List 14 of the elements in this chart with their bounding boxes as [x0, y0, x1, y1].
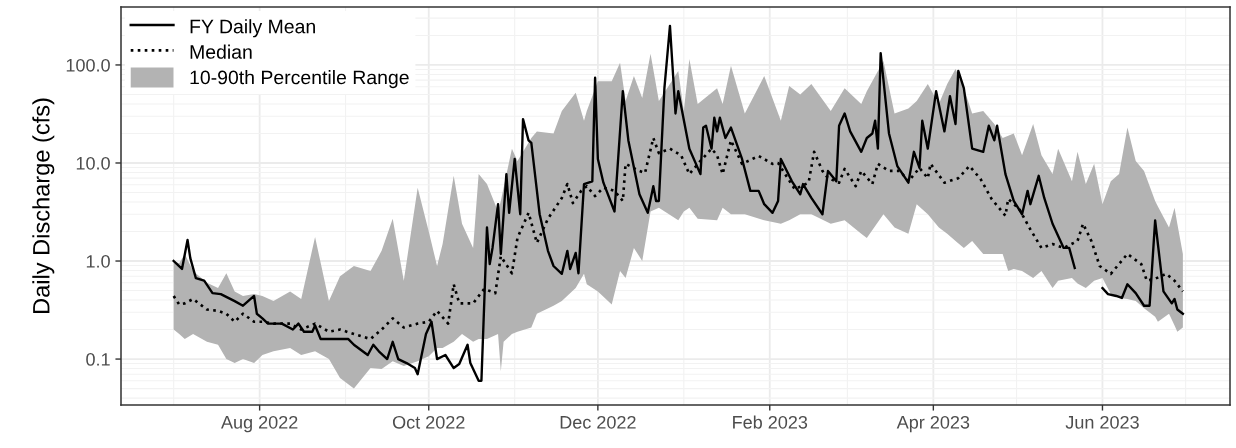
- x-tick-label: Aug 2022: [221, 415, 298, 433]
- y-axis-title: Daily Discharge (cfs): [32, 98, 55, 313]
- legend-label: FY Daily Mean: [190, 19, 315, 38]
- legend-label: 10-90th Percentile Range: [190, 70, 409, 89]
- legend-label: Median: [190, 44, 252, 59]
- x-tick-label: Oct 2022: [392, 415, 465, 429]
- x-tick-label: Feb 2023: [733, 415, 808, 429]
- y-tick-label: 10.0: [76, 156, 110, 170]
- x-tick-label: Apr 2023: [896, 415, 970, 433]
- y-tick-label: 1.0: [86, 254, 110, 268]
- y-tick-label: 100.0: [66, 58, 110, 72]
- x-tick-label: Jun 2023: [1065, 415, 1139, 429]
- y-tick-label: 0.1: [86, 353, 110, 366]
- x-tick-label: Dec 2022: [560, 415, 636, 429]
